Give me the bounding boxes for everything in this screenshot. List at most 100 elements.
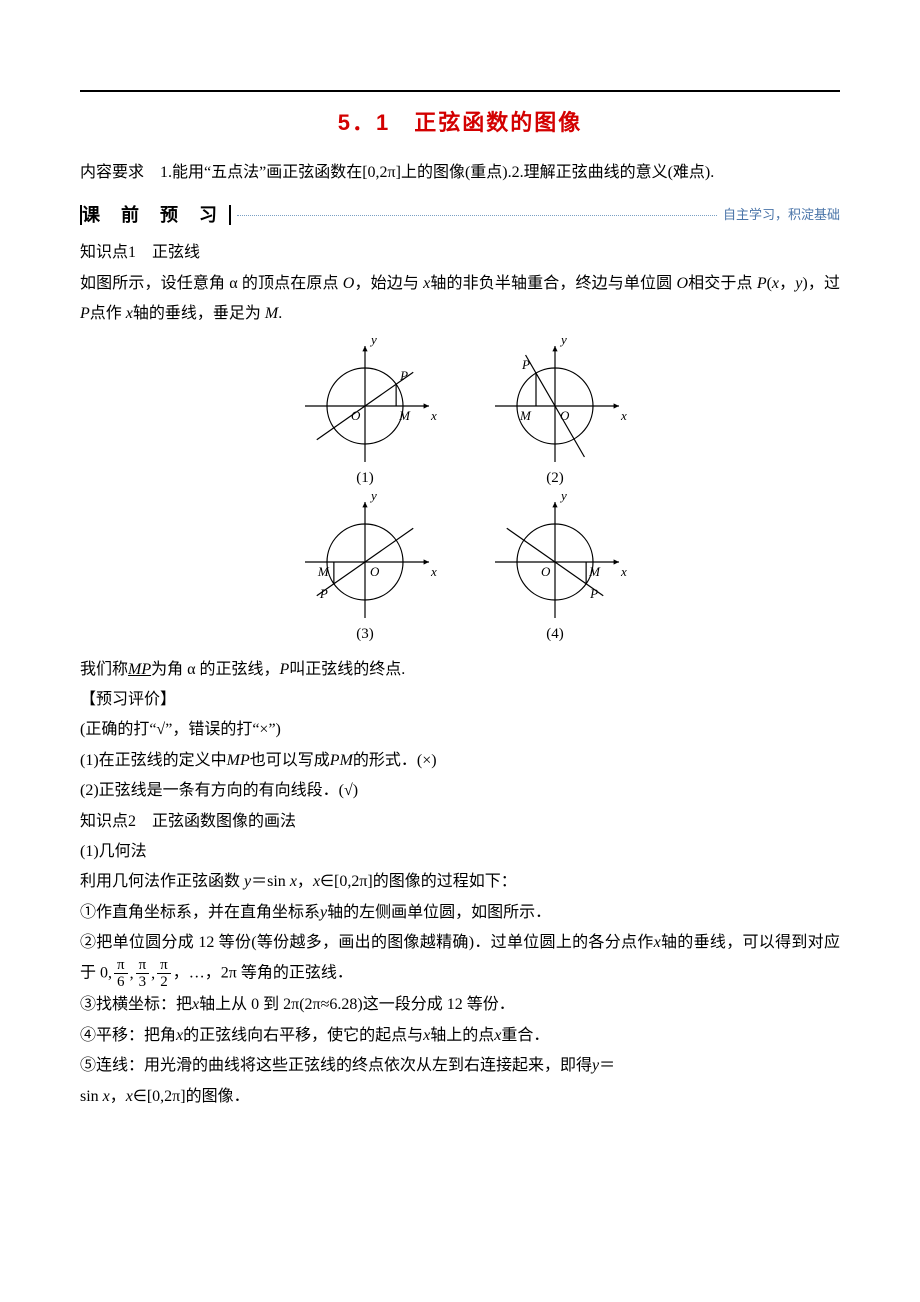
diagram-row: xyOMP(3)xyOMP(4) <box>80 492 840 649</box>
t: ③找横坐标：把 <box>80 996 192 1013</box>
t: sin <box>80 1088 103 1105</box>
diagram-caption: (1) <box>290 464 440 493</box>
t: ＝sin <box>251 873 290 890</box>
diagram-caption: (2) <box>480 464 630 493</box>
t: ⑤连线：用光滑的曲线将这些正弦线的终点依次从左到右连接起来，即得 <box>80 1057 592 1074</box>
kp1-title: 知识点1 正弦线 <box>80 238 840 268</box>
t: 的形式．(×) <box>353 752 437 769</box>
t: 相交于点 <box>688 275 753 292</box>
var-x: x <box>313 873 320 890</box>
section-label: 课 前 预 习 <box>82 198 225 232</box>
unit-circle-svg: xyOMP <box>290 492 440 622</box>
svg-text:O: O <box>351 408 361 423</box>
t: . <box>278 305 282 322</box>
t: 轴的垂线，垂足为 <box>133 305 261 322</box>
var-x: x <box>126 1088 133 1105</box>
kp2-p2: ①作直角坐标系，并在直角坐标系y轴的左侧画单位圆，如图所示． <box>80 898 840 928</box>
kp2-p3: ②把单位圆分成 12 等份(等份越多，画出的图像越精确)．过单位圆上的各分点作x… <box>80 928 840 990</box>
diagram-caption: (4) <box>480 620 630 649</box>
t: 为角 α 的正弦线， <box>151 661 279 678</box>
kp2-p5: ④平移：把角x的正弦线向右平移，使它的起点与x轴上的点x重合． <box>80 1021 840 1051</box>
t: ， <box>110 1088 126 1105</box>
page: 5．1 正弦函数的图像 内容要求 1.能用“五点法”画正弦函数在[0,2π]上的… <box>0 0 920 1302</box>
section-subtitle: 自主学习，积淀基础 <box>723 203 840 228</box>
preeval-heading: 【预习评价】 <box>80 685 840 715</box>
var-MP: MP <box>128 661 151 678</box>
var-x: x <box>126 305 133 322</box>
var-P: P <box>80 305 90 322</box>
preeval-q1: (1)在正弦线的定义中MP也可以写成PM的形式．(×) <box>80 746 840 776</box>
t: ， <box>779 275 795 292</box>
var-x: x <box>103 1088 110 1105</box>
svg-text:M: M <box>519 408 532 423</box>
var-O: O <box>676 275 688 292</box>
svg-text:M: M <box>398 408 411 423</box>
svg-text:O: O <box>560 408 570 423</box>
var-MP: MP <box>227 752 250 769</box>
diagram-row: xyOMP(1)xyOMP(2) <box>80 336 840 493</box>
svg-text:P: P <box>399 368 408 383</box>
t: ∈[0,2π]的图像的过程如下： <box>320 873 517 890</box>
var-PM: PM <box>330 752 353 769</box>
svg-text:O: O <box>370 564 380 579</box>
t: 如图所示，设任意角 α 的顶点在原点 <box>80 275 339 292</box>
vbar-right <box>229 205 231 225</box>
kp1-paragraph: 如图所示，设任意角 α 的顶点在原点 O，始边与 x轴的非负半轴重合，终边与单位… <box>80 269 840 330</box>
preeval-note: (正确的打“√”，错误的打“×”) <box>80 715 840 745</box>
var-P: P <box>757 275 767 292</box>
kp2-p6: ⑤连线：用光滑的曲线将这些正弦线的终点依次从左到右连接起来，即得y＝ <box>80 1051 840 1081</box>
kp2-title: 知识点2 正弦函数图像的画法 <box>80 807 840 837</box>
diagram-cell: xyOMP(3) <box>290 492 440 649</box>
t: 我们称 <box>80 661 128 678</box>
t: 的正弦线向右平移，使它的起点与 <box>183 1027 423 1044</box>
var-P: P <box>280 661 290 678</box>
svg-text:M: M <box>588 564 601 579</box>
unit-circle-diagrams: xyOMP(1)xyOMP(2)xyOMP(3)xyOMP(4) <box>80 336 840 649</box>
kp1-conclusion: 我们称MP为角 α 的正弦线，P叫正弦线的终点. <box>80 655 840 685</box>
t: 轴的非负半轴重合，终边与单位圆 <box>430 275 672 292</box>
t: (1)在正弦线的定义中 <box>80 752 227 769</box>
var-M: M <box>265 305 278 322</box>
svg-text:y: y <box>559 492 567 503</box>
t: 轴上的点 <box>430 1027 494 1044</box>
t: 轴的左侧画单位圆，如图所示． <box>327 904 551 921</box>
var-x: x <box>290 873 297 890</box>
section-preclass: 课 前 预 习 自主学习，积淀基础 <box>80 198 840 232</box>
preeval-q2: (2)正弦线是一条有方向的有向线段．(√) <box>80 776 840 806</box>
dotline <box>237 214 717 216</box>
top-rule <box>80 90 840 92</box>
t: 重合． <box>501 1027 549 1044</box>
intro-paragraph: 内容要求 1.能用“五点法”画正弦函数在[0,2π]上的图像(重点).2.理解正… <box>80 158 840 188</box>
t: )，过 <box>802 275 840 292</box>
svg-text:x: x <box>620 408 627 423</box>
var-x: x <box>654 934 661 951</box>
var-O: O <box>343 275 355 292</box>
kp2-p7: sin x，x∈[0,2π]的图像． <box>80 1082 840 1112</box>
svg-text:P: P <box>521 357 530 372</box>
fraction-list: π6,π3,π2 <box>112 965 173 982</box>
t: ，始边与 <box>354 275 419 292</box>
svg-text:P: P <box>589 586 598 601</box>
t: ， <box>297 873 313 890</box>
kp2-p1: 利用几何法作正弦函数 y＝sin x，x∈[0,2π]的图像的过程如下： <box>80 867 840 897</box>
unit-circle-svg: xyOMP <box>480 492 630 622</box>
t: ∈[0,2π]的图像． <box>133 1088 250 1105</box>
t: 点作 <box>90 305 122 322</box>
diagram-cell: xyOMP(4) <box>480 492 630 649</box>
svg-text:O: O <box>541 564 551 579</box>
fraction: π2 <box>157 958 171 990</box>
t: 轴上从 0 到 2π(2π≈6.28)这一段分成 12 等份． <box>199 996 515 1013</box>
unit-circle-svg: xyOMP <box>290 336 440 466</box>
svg-text:M: M <box>317 564 330 579</box>
svg-text:y: y <box>369 336 377 347</box>
t: ①作直角坐标系，并在直角坐标系 <box>80 904 320 921</box>
diagram-cell: xyOMP(2) <box>480 336 630 493</box>
diagram-cell: xyOMP(1) <box>290 336 440 493</box>
t: 叫正弦线的终点. <box>289 661 405 678</box>
fraction: π6 <box>114 958 128 990</box>
t: ②把单位圆分成 12 等份(等份越多，画出的图像越精确)．过单位圆上的各分点作 <box>80 934 654 951</box>
t: 也可以写成 <box>250 752 330 769</box>
t: ④平移：把角 <box>80 1027 176 1044</box>
svg-text:x: x <box>430 564 437 579</box>
unit-circle-svg: xyOMP <box>480 336 630 466</box>
